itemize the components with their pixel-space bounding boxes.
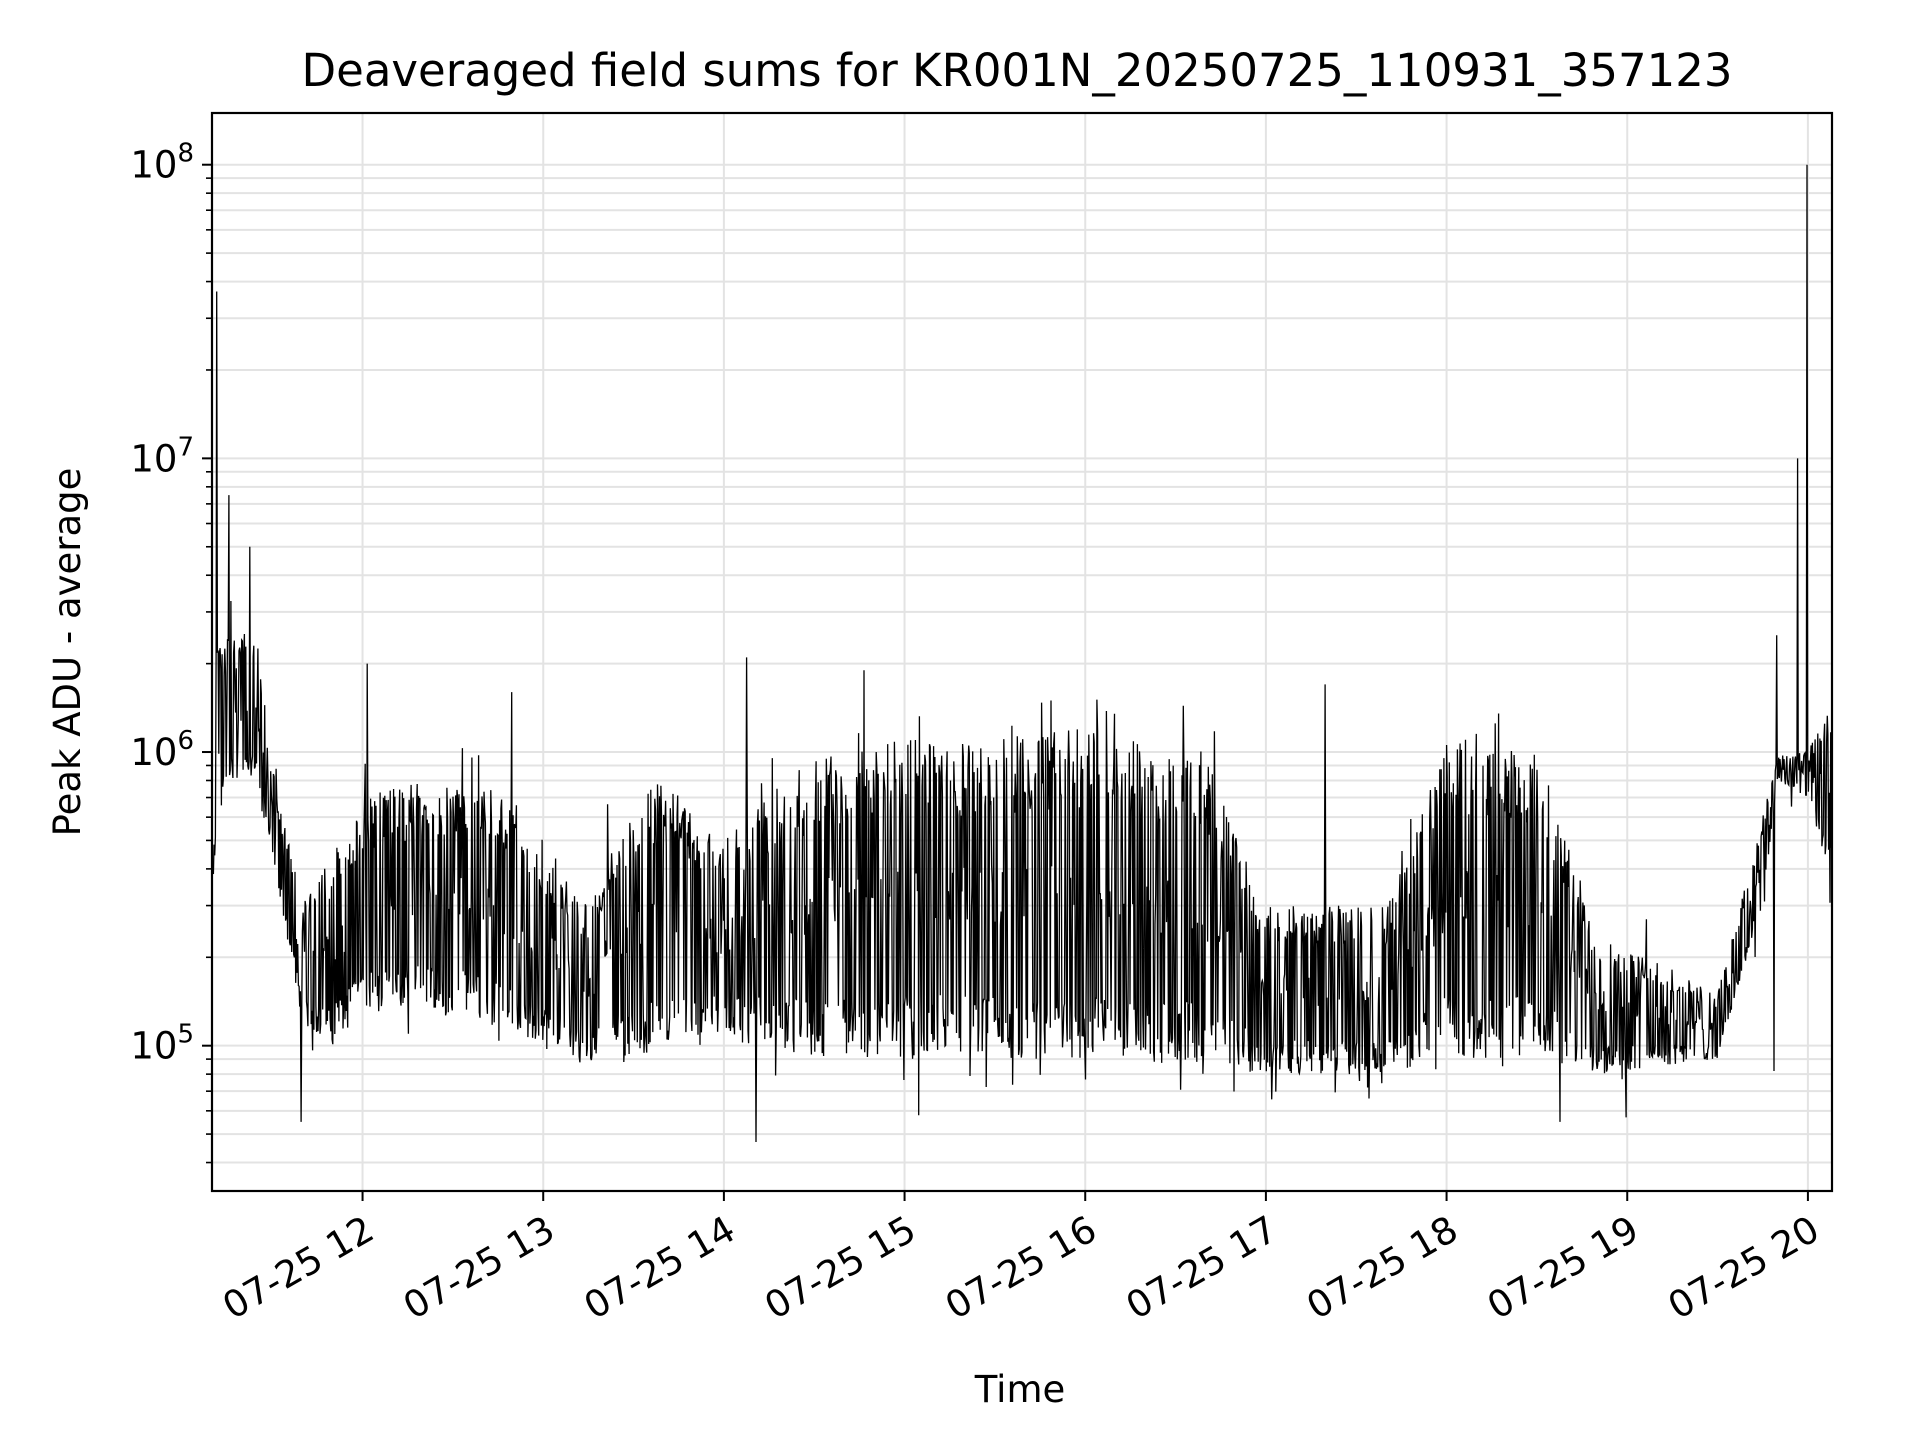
y-tick-label: 107 (130, 432, 194, 480)
y-tick-exponent: 7 (177, 432, 194, 462)
chart-title: Deaveraged field sums for KR001N_2025072… (302, 44, 1733, 97)
y-tick-label: 105 (130, 1020, 194, 1068)
y-tick-exponent: 8 (177, 139, 194, 169)
plot-frame (210, 111, 1834, 1193)
y-tick-label: 108 (130, 139, 194, 187)
y-axis-label: Peak ADU - average (46, 468, 89, 837)
y-tick-exponent: 6 (177, 726, 194, 756)
y-tick-exponent: 5 (177, 1020, 194, 1050)
y-tick-label: 106 (130, 726, 194, 774)
y-tick-base: 10 (130, 1025, 177, 1068)
y-tick-base: 10 (130, 144, 177, 187)
y-tick-base: 10 (130, 437, 177, 480)
x-axis-label: Time (974, 1368, 1066, 1411)
y-tick-base: 10 (130, 731, 177, 774)
series-line (211, 164, 1833, 1143)
series-line-path (211, 164, 1833, 1143)
